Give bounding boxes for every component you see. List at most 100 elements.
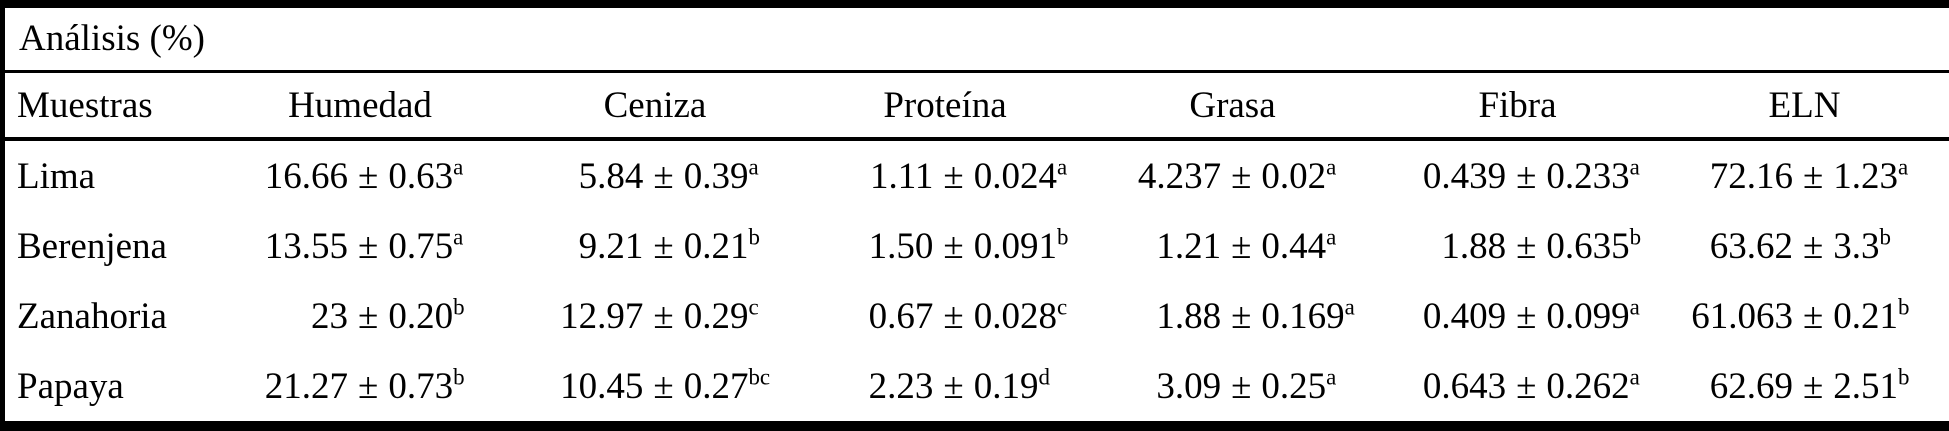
sd-value: 0.233a xyxy=(1546,154,1640,197)
significance-superscript: a xyxy=(1629,294,1640,320)
significance-superscript: b xyxy=(1629,224,1642,250)
measurement-cell: 13.55 ±0.75a xyxy=(210,211,510,281)
column-header-proteina: Proteína xyxy=(800,73,1090,141)
plus-minus-sign: ± xyxy=(653,225,674,267)
plus-minus-sign: ± xyxy=(1231,155,1252,197)
mean-value: 5.84 xyxy=(578,155,644,197)
sd-value: 0.635b xyxy=(1546,224,1642,267)
table-row: Lima 16.66 ±0.63a 5.84 ±0.39a 1.11 ±0.024a 4.2… xyxy=(5,139,1949,211)
significance-superscript: a xyxy=(1629,364,1640,390)
significance-superscript: b xyxy=(748,224,760,250)
measurement-cell: 63.62 ±3.3b xyxy=(1660,211,1949,281)
significance-superscript: a xyxy=(1326,154,1337,180)
row-label: Papaya xyxy=(17,365,124,407)
mean-value: 0.643 xyxy=(1422,365,1507,407)
mean-value: 0.67 xyxy=(868,295,934,337)
significance-superscript: c xyxy=(748,294,759,320)
measurement-cell: 62.69 ±2.51b xyxy=(1660,351,1949,421)
significance-superscript: a xyxy=(1326,224,1337,250)
row-label: Berenjena xyxy=(17,225,167,267)
significance-superscript: a xyxy=(1344,294,1355,320)
plus-minus-sign: ± xyxy=(1802,295,1824,337)
significance-superscript: b xyxy=(453,364,465,390)
plus-minus-sign: ± xyxy=(358,225,379,267)
sd-value: 0.27bc xyxy=(683,364,771,407)
row-label: Lima xyxy=(17,155,96,197)
measurement-cell: 23 ±0.20b xyxy=(210,281,510,351)
significance-superscript: b xyxy=(453,294,465,320)
measurement-cell: 0.409 ±0.099a xyxy=(1375,281,1660,351)
plus-minus-sign: ± xyxy=(1802,225,1824,267)
significance-superscript: a xyxy=(1326,364,1337,390)
measurement-cell: 1.88 ±0.635b xyxy=(1375,211,1660,281)
measurement-cell: 10.45 ±0.27bc xyxy=(510,351,800,421)
mean-value: 21.27 xyxy=(264,365,348,407)
significance-superscript: d xyxy=(1038,364,1050,390)
sd-value: 0.73b xyxy=(388,364,465,407)
sd-value: 0.21b xyxy=(683,224,760,267)
measurement-cell: 1.21 ±0.44a xyxy=(1090,211,1375,281)
column-header-ceniza: Ceniza xyxy=(510,73,800,141)
plus-minus-sign: ± xyxy=(358,295,379,337)
plus-minus-sign: ± xyxy=(1802,155,1824,197)
plus-minus-sign: ± xyxy=(653,155,674,197)
significance-superscript: a xyxy=(453,154,464,180)
table-row: Berenjena 13.55 ±0.75a 9.21 ±0.21b 1.50 ±0.09… xyxy=(5,211,1949,281)
measurement-cell: 72.16 ±1.23a xyxy=(1660,139,1949,211)
mean-value: 2.23 xyxy=(868,365,934,407)
measurement-cell: 5.84 ±0.39a xyxy=(510,139,800,211)
measurement-cell: 2.23 ±0.19d xyxy=(800,351,1090,421)
significance-superscript: a xyxy=(748,154,759,180)
sd-value: 0.099a xyxy=(1546,294,1640,337)
sd-value: 0.024a xyxy=(973,154,1068,197)
plus-minus-sign: ± xyxy=(358,155,379,197)
mean-value: 0.409 xyxy=(1422,295,1507,337)
significance-superscript: b xyxy=(1898,364,1910,390)
plus-minus-sign: ± xyxy=(1516,365,1537,407)
mean-value: 4.237 xyxy=(1137,155,1222,197)
plus-minus-sign: ± xyxy=(943,295,964,337)
mean-value: 9.21 xyxy=(578,225,644,267)
significance-superscript: a xyxy=(1056,154,1068,180)
plus-minus-sign: ± xyxy=(943,225,964,267)
mean-value: 3.09 xyxy=(1156,365,1222,407)
mean-value: 63.62 xyxy=(1709,225,1793,267)
mean-value: 1.11 xyxy=(870,155,934,197)
plus-minus-sign: ± xyxy=(1802,365,1824,407)
mean-value: 1.88 xyxy=(1441,225,1507,267)
measurement-cell: 1.50 ±0.091b xyxy=(800,211,1090,281)
sd-value: 3.3b xyxy=(1833,224,1891,267)
mean-value: 1.50 xyxy=(868,225,934,267)
sd-value: 0.091b xyxy=(973,224,1069,267)
mean-value: 12.97 xyxy=(560,295,644,337)
measurement-cell: 1.11 ±0.024a xyxy=(800,139,1090,211)
sd-value: 0.21b xyxy=(1833,294,1910,337)
plus-minus-sign: ± xyxy=(1516,225,1537,267)
analysis-table: Muestras Humedad Ceniza Proteína Grasa F… xyxy=(5,73,1949,421)
sd-value: 0.39a xyxy=(683,154,759,197)
plus-minus-sign: ± xyxy=(943,155,964,197)
sd-value: 0.19d xyxy=(973,364,1050,407)
plus-minus-sign: ± xyxy=(1516,155,1537,197)
mean-value: 61.063 xyxy=(1691,295,1793,337)
sd-value: 0.44a xyxy=(1261,224,1337,267)
sd-value: 0.262a xyxy=(1546,364,1640,407)
measurement-cell: 21.27 ±0.73b xyxy=(210,351,510,421)
mean-value: 16.66 xyxy=(264,155,348,197)
significance-superscript: b xyxy=(1898,294,1910,320)
column-header-grasa: Grasa xyxy=(1090,73,1375,141)
significance-superscript: c xyxy=(1056,294,1068,320)
plus-minus-sign: ± xyxy=(358,365,379,407)
mean-value: 1.88 xyxy=(1156,295,1222,337)
mean-value: 62.69 xyxy=(1709,365,1793,407)
sd-value: 0.25a xyxy=(1261,364,1337,407)
mean-value: 23 xyxy=(311,295,348,337)
sd-value: 0.29c xyxy=(683,294,759,337)
sd-value: 0.75a xyxy=(388,224,464,267)
mean-value: 72.16 xyxy=(1709,155,1793,197)
plus-minus-sign: ± xyxy=(653,365,674,407)
table-row: Papaya 21.27 ±0.73b 10.45 ±0.27bc 2.23 ±0.19d… xyxy=(5,351,1949,421)
column-header-eln: ELN xyxy=(1660,73,1949,141)
sd-value: 0.63a xyxy=(388,154,464,197)
table-title: Análisis (%) xyxy=(5,8,1949,73)
